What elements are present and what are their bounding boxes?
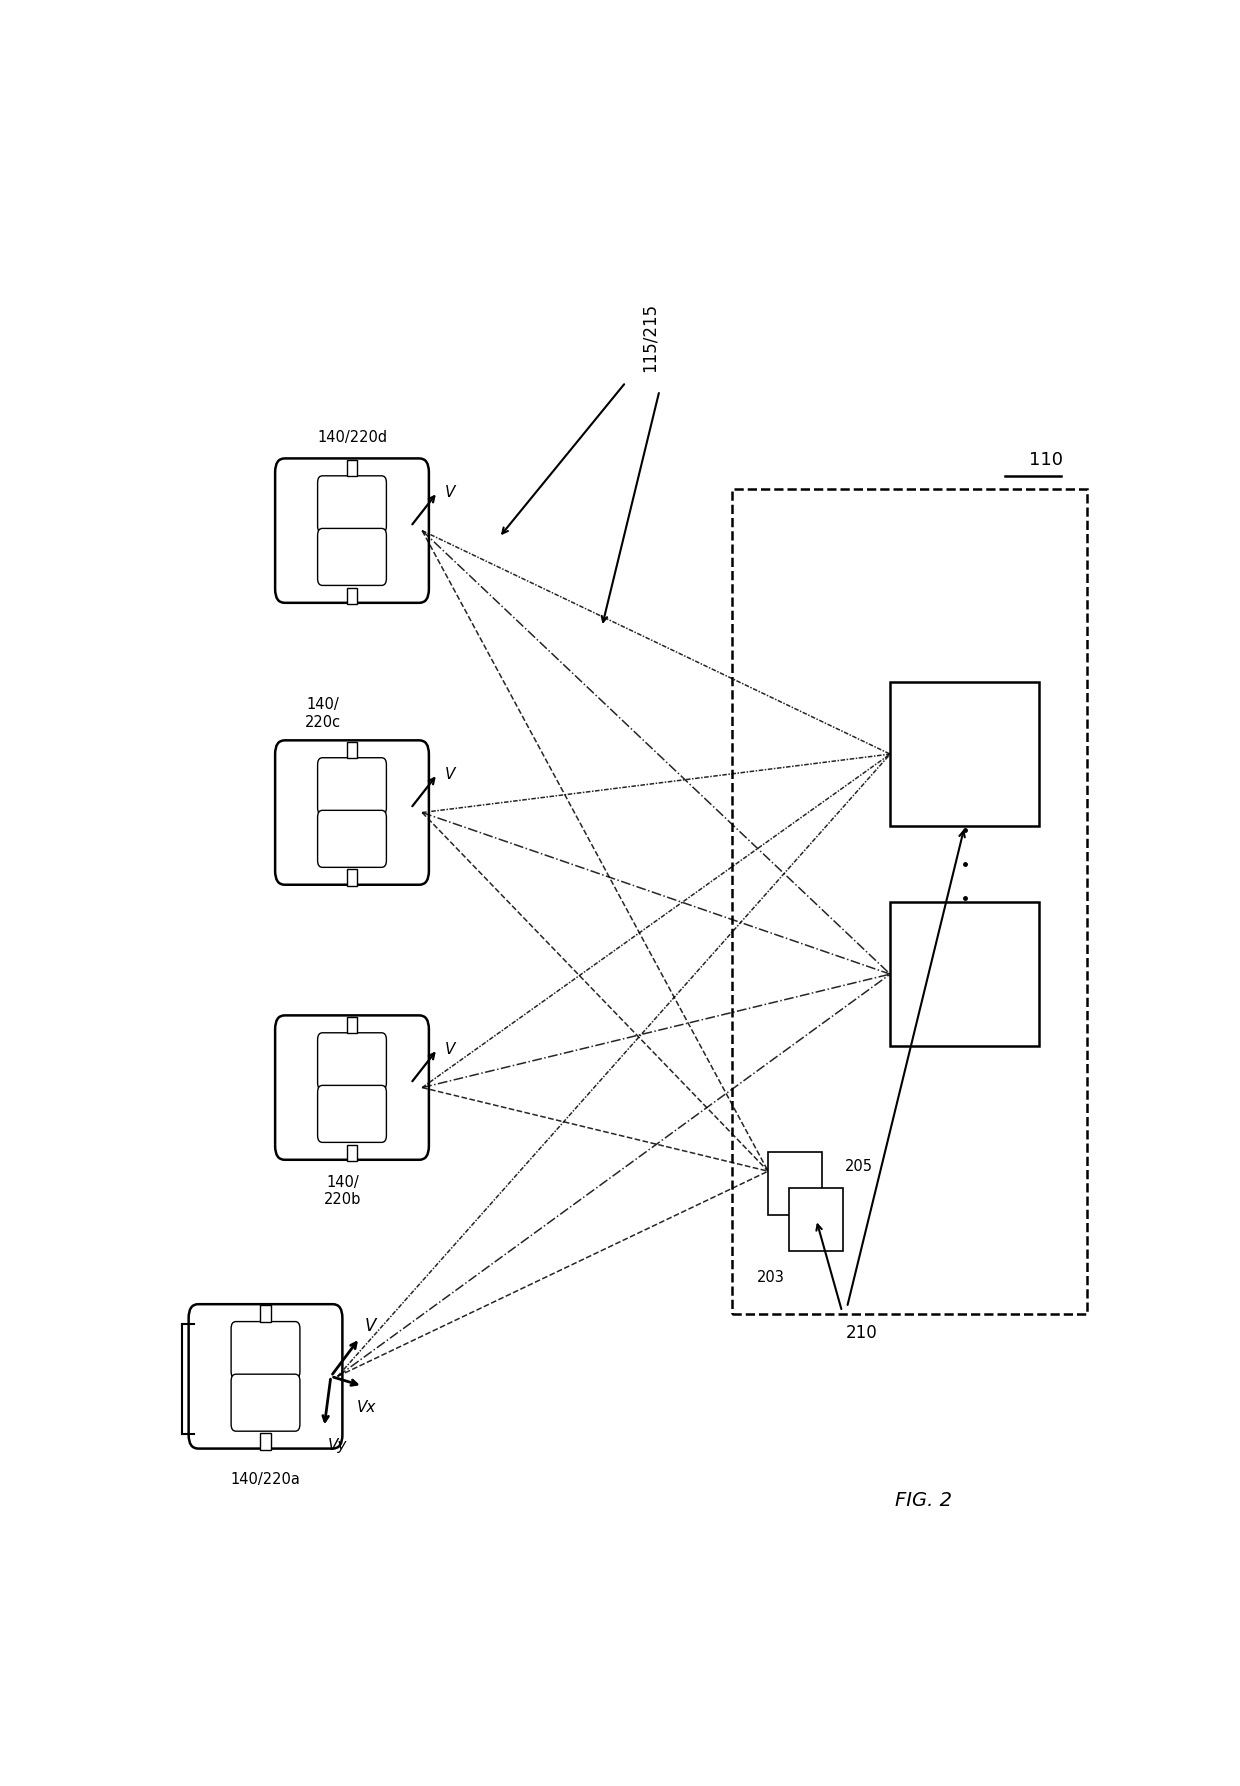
Bar bbox=[732, 489, 1087, 1314]
FancyBboxPatch shape bbox=[317, 529, 387, 586]
Text: 203: 203 bbox=[756, 1270, 785, 1286]
Text: FIG. 2: FIG. 2 bbox=[895, 1491, 952, 1509]
FancyBboxPatch shape bbox=[275, 459, 429, 604]
FancyBboxPatch shape bbox=[231, 1322, 300, 1379]
Text: 140/
220c: 140/ 220c bbox=[305, 697, 341, 730]
FancyBboxPatch shape bbox=[275, 1016, 429, 1159]
Text: Vy: Vy bbox=[327, 1438, 347, 1454]
Text: 140/
220b: 140/ 220b bbox=[324, 1175, 361, 1207]
FancyBboxPatch shape bbox=[188, 1304, 342, 1448]
Bar bbox=[260, 1306, 270, 1322]
FancyBboxPatch shape bbox=[317, 475, 387, 532]
Text: 140/220d: 140/220d bbox=[317, 430, 387, 445]
Text: 210: 210 bbox=[846, 1323, 877, 1341]
FancyBboxPatch shape bbox=[317, 757, 387, 814]
FancyBboxPatch shape bbox=[317, 1086, 387, 1143]
Text: 205: 205 bbox=[844, 1159, 873, 1173]
Bar bbox=[347, 1145, 357, 1161]
FancyBboxPatch shape bbox=[231, 1373, 300, 1431]
Text: V: V bbox=[365, 1316, 376, 1336]
Text: V: V bbox=[445, 766, 455, 782]
FancyBboxPatch shape bbox=[275, 741, 429, 884]
FancyBboxPatch shape bbox=[317, 1032, 387, 1089]
Text: 140/220a: 140/220a bbox=[231, 1472, 300, 1488]
Bar bbox=[789, 1188, 843, 1252]
Text: 110: 110 bbox=[1029, 450, 1063, 468]
Bar bbox=[890, 902, 1039, 1047]
Text: V: V bbox=[445, 1041, 455, 1057]
Bar bbox=[347, 1016, 357, 1034]
Text: Vx: Vx bbox=[357, 1400, 376, 1415]
Text: V: V bbox=[445, 484, 455, 500]
Bar bbox=[347, 588, 357, 604]
FancyBboxPatch shape bbox=[317, 811, 387, 868]
Text: 115/215: 115/215 bbox=[641, 304, 658, 373]
Bar bbox=[347, 741, 357, 759]
Bar bbox=[347, 459, 357, 477]
Bar bbox=[347, 870, 357, 886]
Bar bbox=[890, 682, 1039, 827]
Bar bbox=[768, 1152, 822, 1216]
Bar bbox=[260, 1434, 270, 1450]
